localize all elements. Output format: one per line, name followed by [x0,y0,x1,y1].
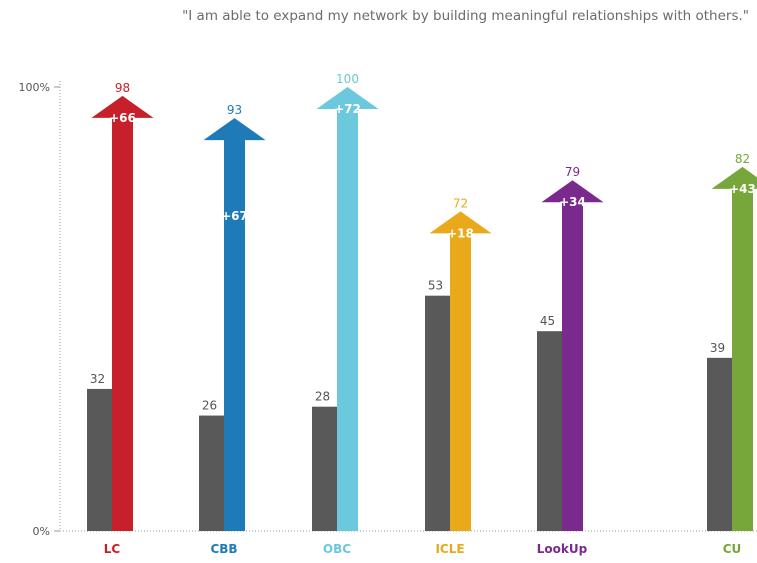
y-tick-label: 0% [33,525,50,538]
after-value-label: 82 [735,152,750,166]
after-value-label: 79 [565,165,580,179]
category-label: ICLE [435,542,464,556]
delta-label: +43 [729,182,756,196]
after-arrow-shaft [450,232,471,531]
category-label: CBB [210,542,237,556]
y-tick-label: 100% [19,81,50,94]
delta-label: +66 [109,111,136,125]
before-bar [87,388,112,531]
after-value-label: 98 [115,81,130,95]
after-arrow-head [91,95,154,118]
after-arrow-head [541,180,604,203]
after-arrow-shaft [112,116,133,531]
before-value-label: 39 [710,341,725,355]
category-label: LC [104,542,121,556]
category-label: CU [723,542,742,556]
delta-label: +72 [334,102,361,116]
after-arrow-head [316,87,379,109]
before-value-label: 26 [202,399,217,413]
after-arrow-shaft [337,108,358,531]
after-arrow-shaft [562,201,583,532]
before-bar [312,406,337,531]
after-arrow-shaft [224,139,245,531]
before-value-label: 45 [540,314,555,328]
after-arrow-head [711,166,757,189]
chart-title: "I am able to expand my network by build… [182,8,749,24]
delta-label: +18 [447,226,474,240]
before-bar [707,357,732,531]
after-value-label: 93 [227,103,242,117]
before-bar [425,295,450,531]
delta-label: +67 [221,209,248,223]
before-value-label: 32 [90,372,105,386]
after-arrow-head [429,211,492,234]
category-label: LookUp [537,542,588,556]
after-arrow-head [203,118,266,141]
before-value-label: 28 [315,390,330,404]
category-label: OBC [323,542,351,556]
before-bar [199,415,224,531]
after-arrow-shaft [732,187,753,532]
delta-label: +34 [559,195,586,209]
after-value-label: 100 [336,72,359,86]
before-bar [537,331,562,531]
before-value-label: 53 [428,279,443,293]
after-value-label: 72 [453,196,468,210]
